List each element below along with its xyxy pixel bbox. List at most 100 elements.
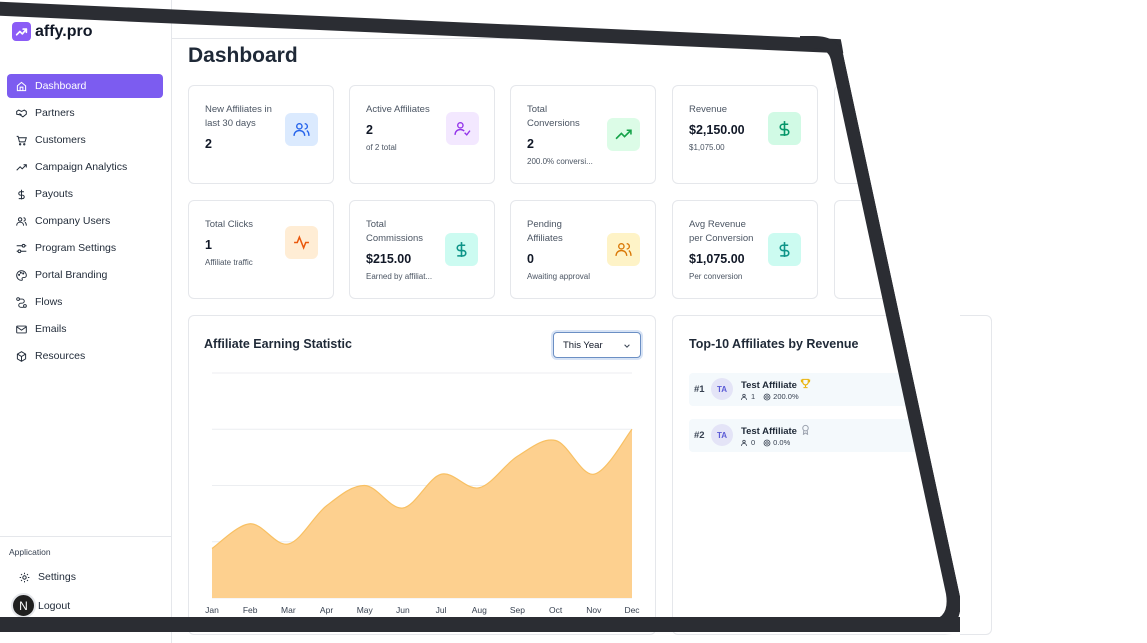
logout-label[interactable]: Logout bbox=[38, 599, 71, 612]
sidebar-item-emails[interactable]: Emails bbox=[7, 317, 163, 341]
dollar-icon bbox=[768, 233, 801, 266]
user-check-icon bbox=[446, 112, 479, 145]
affiliate-avatar: TA bbox=[711, 424, 733, 446]
home-icon bbox=[16, 81, 27, 91]
stat-value: 2 bbox=[527, 137, 534, 151]
trend-icon bbox=[607, 118, 640, 151]
chart-point-mar[interactable] bbox=[285, 541, 291, 547]
stat-value: $2,150.00 bbox=[689, 123, 745, 137]
affiliate-name: Test Affiliate bbox=[741, 378, 811, 391]
stat-value: $215.00 bbox=[366, 252, 412, 266]
stat-value: 2 bbox=[366, 123, 373, 137]
sidebar-item-portal-branding[interactable]: Portal Branding bbox=[7, 263, 163, 287]
palette-icon bbox=[16, 269, 27, 281]
logo-trend-icon bbox=[12, 22, 31, 41]
sidebar-item-company-users[interactable]: Company Users bbox=[7, 209, 163, 233]
affiliate-stats: 1 200.0% bbox=[741, 392, 799, 401]
logo[interactable]: affy.pro bbox=[12, 22, 92, 41]
stat-label: Total Conversions bbox=[527, 104, 580, 129]
sidebar-item-label: Emails bbox=[35, 323, 67, 335]
sidebar-item-resources[interactable]: Resources bbox=[7, 344, 163, 368]
sidebar: affy.pro Dashboard Partners Customers Ca… bbox=[0, 0, 172, 643]
chart-point-feb[interactable] bbox=[247, 521, 253, 527]
sidebar-item-program-settings[interactable]: Program Settings bbox=[7, 236, 163, 260]
conversion-rate: 200.0% bbox=[773, 392, 799, 401]
x-tick-label: Jan bbox=[205, 605, 219, 615]
chart-point-jun[interactable] bbox=[400, 505, 406, 511]
conversion-rate: 0.0% bbox=[773, 438, 791, 447]
sidebar-item-label: Portal Branding bbox=[35, 269, 108, 281]
dollar-icon bbox=[768, 112, 801, 145]
users-icon bbox=[16, 216, 27, 226]
x-tick-label: Feb bbox=[243, 605, 258, 615]
affiliate-name-text: Test Affiliate bbox=[741, 426, 797, 437]
chart-point-oct[interactable] bbox=[553, 438, 559, 444]
sidebar-settings-button[interactable]: Settings bbox=[19, 571, 76, 583]
brand-name: affy.pro bbox=[35, 22, 93, 40]
affiliate-avatar: TA bbox=[711, 378, 733, 400]
top-affiliates-title: Top-10 Affiliates by Revenue bbox=[689, 337, 859, 351]
users-icon bbox=[741, 439, 747, 446]
x-tick-label: Jul bbox=[436, 605, 447, 615]
dollar-icon bbox=[18, 189, 25, 199]
sidebar-item-dashboard[interactable]: Dashboard bbox=[7, 74, 163, 98]
stat-sub: 200.0% conversi... bbox=[527, 157, 593, 166]
stat-label: Avg Revenue per Conversion bbox=[689, 219, 754, 244]
sidebar-item-label: Customers bbox=[35, 134, 86, 146]
stat-value: 0 bbox=[527, 252, 534, 266]
range-select[interactable]: This Year bbox=[553, 332, 641, 358]
sidebar-item-customers[interactable]: Customers bbox=[7, 128, 163, 152]
stat-sub: Awaiting approval bbox=[527, 272, 591, 281]
sidebar-item-label: Campaign Analytics bbox=[35, 161, 128, 173]
main-content: Dashboard New Affiliates in last 30 days… bbox=[172, 0, 1147, 643]
chart-point-dec[interactable] bbox=[629, 426, 635, 432]
top-affiliate-row[interactable]: #2 TA Test Affiliate 0 0.0% bbox=[689, 419, 949, 452]
chart-point-sep[interactable] bbox=[514, 453, 520, 459]
sidebar-item-payouts[interactable]: Payouts bbox=[7, 182, 163, 206]
referrals-count: 1 bbox=[751, 392, 756, 401]
affiliate-rank: #2 bbox=[694, 430, 705, 441]
device-frame-bottom bbox=[0, 617, 960, 632]
x-tick-label: May bbox=[357, 605, 374, 615]
page-title: Dashboard bbox=[188, 44, 298, 67]
sidebar-item-campaign-analytics[interactable]: Campaign Analytics bbox=[7, 155, 163, 179]
sidebar-item-label: Partners bbox=[35, 107, 75, 119]
chart-point-apr[interactable] bbox=[324, 503, 330, 509]
sidebar-nav: Dashboard Partners Customers Campaign An… bbox=[7, 74, 163, 371]
x-tick-label: Oct bbox=[549, 605, 563, 615]
gear-icon bbox=[19, 572, 30, 582]
sidebar-logout[interactable]: N Logout bbox=[11, 593, 70, 618]
trend-icon bbox=[16, 163, 27, 171]
chart-point-may[interactable] bbox=[362, 483, 368, 489]
earning-chart: Jan Feb Mar Apr May Jun Jul Aug Sep Oct Nov Dec bbox=[205, 372, 640, 615]
handshake-icon bbox=[16, 109, 27, 118]
stat-sub: of 2 total bbox=[366, 143, 397, 152]
stat-sub: $1,075.00 bbox=[689, 143, 725, 152]
top-affiliates-panel: Top-10 Affiliates by Revenue #1 TA Test … bbox=[672, 315, 992, 635]
sidebar-divider bbox=[0, 536, 172, 537]
affiliate-stats: 0 0.0% bbox=[741, 438, 790, 447]
cart-icon bbox=[16, 135, 27, 145]
chart-point-aug[interactable] bbox=[476, 485, 482, 491]
x-tick-label: Jun bbox=[396, 605, 410, 615]
sidebar-item-label: Resources bbox=[35, 350, 86, 362]
affiliate-name: Test Affiliate bbox=[741, 424, 811, 437]
stat-card-total-conversions: Total Conversions 2 200.0% conversi... bbox=[510, 85, 656, 184]
users-icon bbox=[741, 393, 747, 400]
settings-label: Settings bbox=[38, 571, 76, 583]
sliders-icon bbox=[16, 243, 27, 253]
stat-value: 1 bbox=[205, 238, 212, 252]
stat-card-partial bbox=[834, 85, 954, 184]
stat-label: Total Clicks bbox=[205, 219, 254, 230]
sidebar-item-partners[interactable]: Partners bbox=[7, 101, 163, 125]
stat-label: Revenue bbox=[689, 104, 728, 115]
chart-point-nov[interactable] bbox=[591, 471, 597, 477]
avatar[interactable]: N bbox=[11, 593, 36, 618]
stat-sub: Affiliate traffic bbox=[205, 258, 253, 267]
top-affiliate-row[interactable]: #1 TA Test Affiliate 1 200.0% bbox=[689, 373, 949, 406]
chart-point-jul[interactable] bbox=[438, 471, 444, 477]
stat-card-avg-revenue: Avg Revenue per Conversion $1,075.00 Per… bbox=[672, 200, 818, 299]
sidebar-item-flows[interactable]: Flows bbox=[7, 290, 163, 314]
chart-point-jan[interactable] bbox=[209, 546, 215, 552]
affiliate-rank: #1 bbox=[694, 384, 705, 395]
